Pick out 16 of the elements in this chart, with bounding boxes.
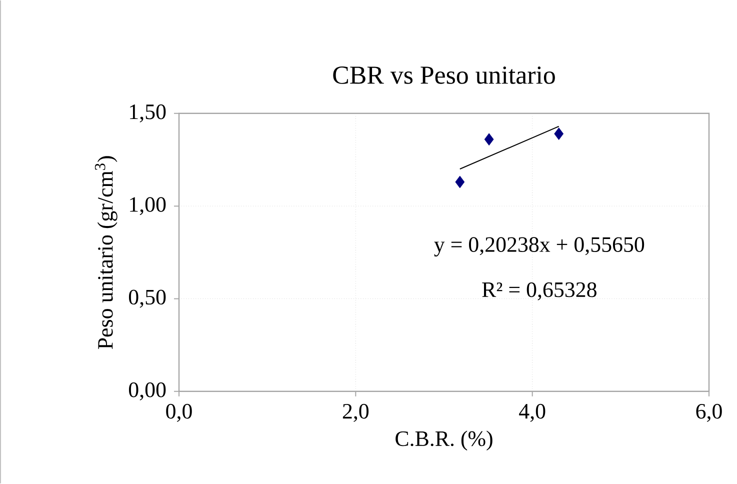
point — [455, 176, 465, 188]
y-tick-label: 0,00 — [128, 382, 166, 400]
y-tick-label: 1,00 — [130, 197, 166, 216]
y-axis-title: Peso unitario (gr/cm$^{3}$) — [94, 156, 118, 350]
annotation: y = 0,20238x + 0,55650 — [434, 237, 644, 257]
x-axis-title: C.B.R. (%) — [396, 430, 492, 451]
y-tick-label: 1,50 — [130, 104, 166, 122]
chart-title: CBR vs Peso unitario — [333, 66, 555, 84]
y-tick-label: 0,50 — [128, 290, 166, 308]
annotation: R² = 0,65328 — [482, 282, 596, 300]
point — [484, 133, 494, 146]
x-tick-label: 2,0 — [342, 404, 369, 422]
x-tick-label: 0,0 — [166, 404, 192, 422]
point — [554, 128, 564, 140]
x-tick-label: 6,0 — [696, 404, 722, 422]
x-tick-label: 4,0 — [519, 404, 546, 422]
